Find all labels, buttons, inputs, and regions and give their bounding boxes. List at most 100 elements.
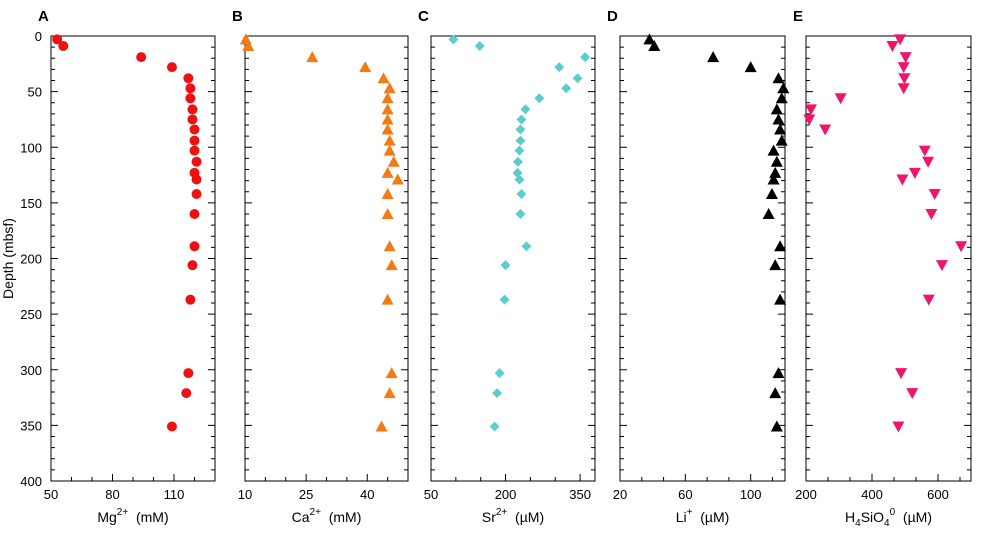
data-point — [819, 124, 832, 136]
x-tick-label: 200 — [495, 487, 517, 502]
x-tick-label: 25 — [299, 487, 313, 502]
data-point — [895, 368, 908, 380]
data-point — [908, 167, 921, 179]
data-point — [922, 294, 935, 306]
data-point — [381, 103, 394, 115]
data-point — [359, 61, 372, 73]
data-point — [886, 41, 899, 53]
data-point — [762, 208, 775, 219]
y-tick-label: 350 — [20, 418, 42, 433]
panel-e: 200 400 600 E H4SiO40 (µM) — [793, 8, 972, 529]
data-point — [187, 114, 198, 125]
data-point — [448, 34, 459, 45]
data-point — [772, 113, 785, 125]
x-tick-label: 200 — [795, 487, 817, 502]
y-axis-title: Depth (mbsf) — [0, 218, 16, 299]
data-point — [772, 367, 785, 379]
data-point — [183, 73, 194, 84]
data-point — [185, 294, 196, 305]
panel-letter: B — [232, 8, 243, 25]
data-point — [381, 166, 394, 178]
data-point — [898, 73, 911, 85]
plot-frame — [619, 35, 786, 482]
data-point — [769, 387, 782, 399]
data-point — [189, 145, 200, 156]
data-point — [918, 145, 931, 157]
data-point — [770, 155, 783, 167]
data-point — [767, 144, 780, 156]
x-tick-label: 110 — [164, 487, 185, 502]
data-point — [185, 93, 196, 104]
data-point — [775, 134, 788, 146]
data-point — [769, 259, 782, 271]
x-tick-label: 100 — [740, 487, 762, 502]
data-point — [955, 241, 968, 253]
data-point — [187, 104, 198, 115]
data-point — [925, 209, 938, 220]
data-point — [648, 40, 661, 52]
data-point — [580, 52, 591, 63]
panel-c: 50 200 350 C Sr2+ (µM) — [418, 8, 596, 525]
data-point — [514, 145, 525, 156]
data-point — [897, 62, 910, 74]
data-point — [381, 208, 394, 219]
data-point — [242, 40, 255, 52]
data-point — [643, 33, 656, 45]
x-tick-label: 10 — [238, 487, 252, 502]
data-point — [515, 124, 526, 135]
data-point — [774, 123, 787, 135]
y-tick-label: 400 — [20, 474, 42, 489]
data-point — [492, 388, 503, 399]
data-point — [707, 51, 720, 63]
data-point — [935, 260, 948, 272]
data-point — [834, 93, 847, 105]
x-tick-label: 50 — [44, 487, 58, 502]
panel-b: 10 25 40 B Ca2+ (mM) — [232, 8, 409, 525]
data-point — [239, 33, 252, 45]
data-point — [377, 72, 390, 84]
data-point — [534, 93, 545, 104]
plot-frame — [805, 35, 972, 482]
data-point — [515, 209, 526, 219]
x-tick-label: 50 — [424, 487, 438, 502]
data-point — [191, 156, 202, 167]
panel-letter: C — [418, 8, 429, 25]
data-point — [512, 156, 523, 167]
data-point — [515, 135, 526, 146]
data-point — [385, 367, 398, 379]
data-point — [922, 156, 935, 168]
panel-d: 20 60 100 D Li+ (µM) — [607, 8, 790, 525]
data-point — [189, 124, 200, 135]
data-point — [189, 135, 200, 146]
x-axis-title: Mg2+ (mM) — [97, 507, 168, 525]
x-tick-label: 20 — [613, 487, 627, 502]
panel-letter: D — [607, 8, 618, 25]
data-point — [561, 83, 572, 94]
data-point — [770, 103, 783, 115]
data-point — [500, 260, 511, 271]
data-point — [767, 173, 780, 185]
data-point — [928, 188, 941, 200]
x-axis-title: Li+ (µM) — [676, 507, 730, 525]
x-axis-title: H4SiO40 (µM) — [845, 507, 932, 529]
x-tick-label: 350 — [569, 487, 591, 502]
data-point — [136, 52, 147, 63]
data-point — [499, 294, 510, 305]
data-point — [774, 293, 787, 305]
data-point — [772, 72, 785, 84]
data-point — [516, 188, 527, 199]
data-point — [520, 104, 531, 115]
data-point — [777, 82, 790, 94]
data-point — [191, 188, 202, 199]
panel-letter: A — [38, 8, 49, 25]
y-tick-label: 250 — [20, 307, 42, 322]
data-point — [474, 41, 485, 52]
data-point — [383, 240, 396, 252]
data-point — [897, 83, 910, 95]
plot-frame — [430, 35, 596, 482]
data-point — [185, 83, 196, 94]
data-point — [770, 420, 783, 432]
x-tick-label: 600 — [927, 487, 949, 502]
x-tick-label: 80 — [105, 487, 119, 502]
